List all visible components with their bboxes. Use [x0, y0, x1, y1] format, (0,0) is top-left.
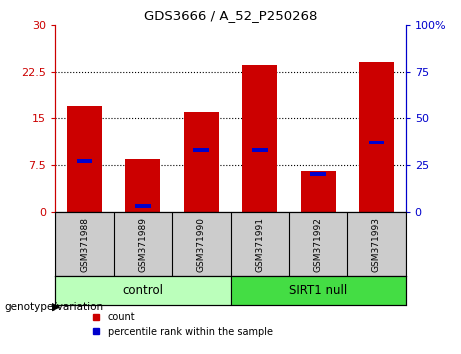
Bar	[194, 148, 209, 152]
Text: control: control	[123, 284, 163, 297]
Text: GSM371988: GSM371988	[80, 217, 89, 272]
Bar	[252, 148, 267, 152]
Bar	[184, 112, 219, 212]
Bar	[369, 141, 384, 144]
Bar	[242, 65, 277, 212]
Text: GSM371993: GSM371993	[372, 217, 381, 272]
Text: SIRT1 null: SIRT1 null	[289, 284, 347, 297]
Text: GSM371990: GSM371990	[197, 217, 206, 272]
Bar	[77, 159, 92, 163]
Title: GDS3666 / A_52_P250268: GDS3666 / A_52_P250268	[144, 9, 317, 22]
Legend: count, percentile rank within the sample: count, percentile rank within the sample	[88, 308, 277, 341]
Bar	[135, 204, 151, 208]
Text: GSM371991: GSM371991	[255, 217, 264, 272]
Bar	[55, 276, 230, 305]
Bar	[310, 172, 326, 176]
Bar	[125, 159, 160, 212]
Text: ▶: ▶	[52, 302, 60, 312]
Bar	[67, 106, 102, 212]
Bar	[301, 171, 336, 212]
Text: genotype/variation: genotype/variation	[5, 302, 104, 312]
Text: GSM371992: GSM371992	[313, 217, 323, 272]
Text: GSM371989: GSM371989	[138, 217, 148, 272]
Bar	[230, 276, 406, 305]
Bar	[359, 62, 394, 212]
